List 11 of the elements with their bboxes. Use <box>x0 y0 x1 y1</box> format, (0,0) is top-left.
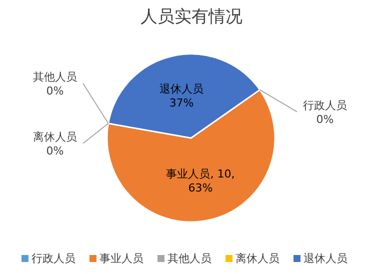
text: 其他人员 0% <box>33 70 77 98</box>
legend-label: 退休人员 <box>304 252 348 265</box>
legend-label: 离休人员 <box>236 252 280 265</box>
data-label: 退休人员 37% <box>160 82 204 110</box>
chart-title: 人员实有情况 <box>140 7 242 27</box>
text: 行政人员 0% <box>303 98 347 126</box>
legend-label: 事业人员 <box>100 252 144 265</box>
data-label: 事业人员, 10, 63% <box>166 168 235 195</box>
legend-label: 其他人员 <box>168 252 212 265</box>
legend-label: 行政人员 <box>32 252 76 265</box>
text: 离休人员 0% <box>33 130 77 158</box>
